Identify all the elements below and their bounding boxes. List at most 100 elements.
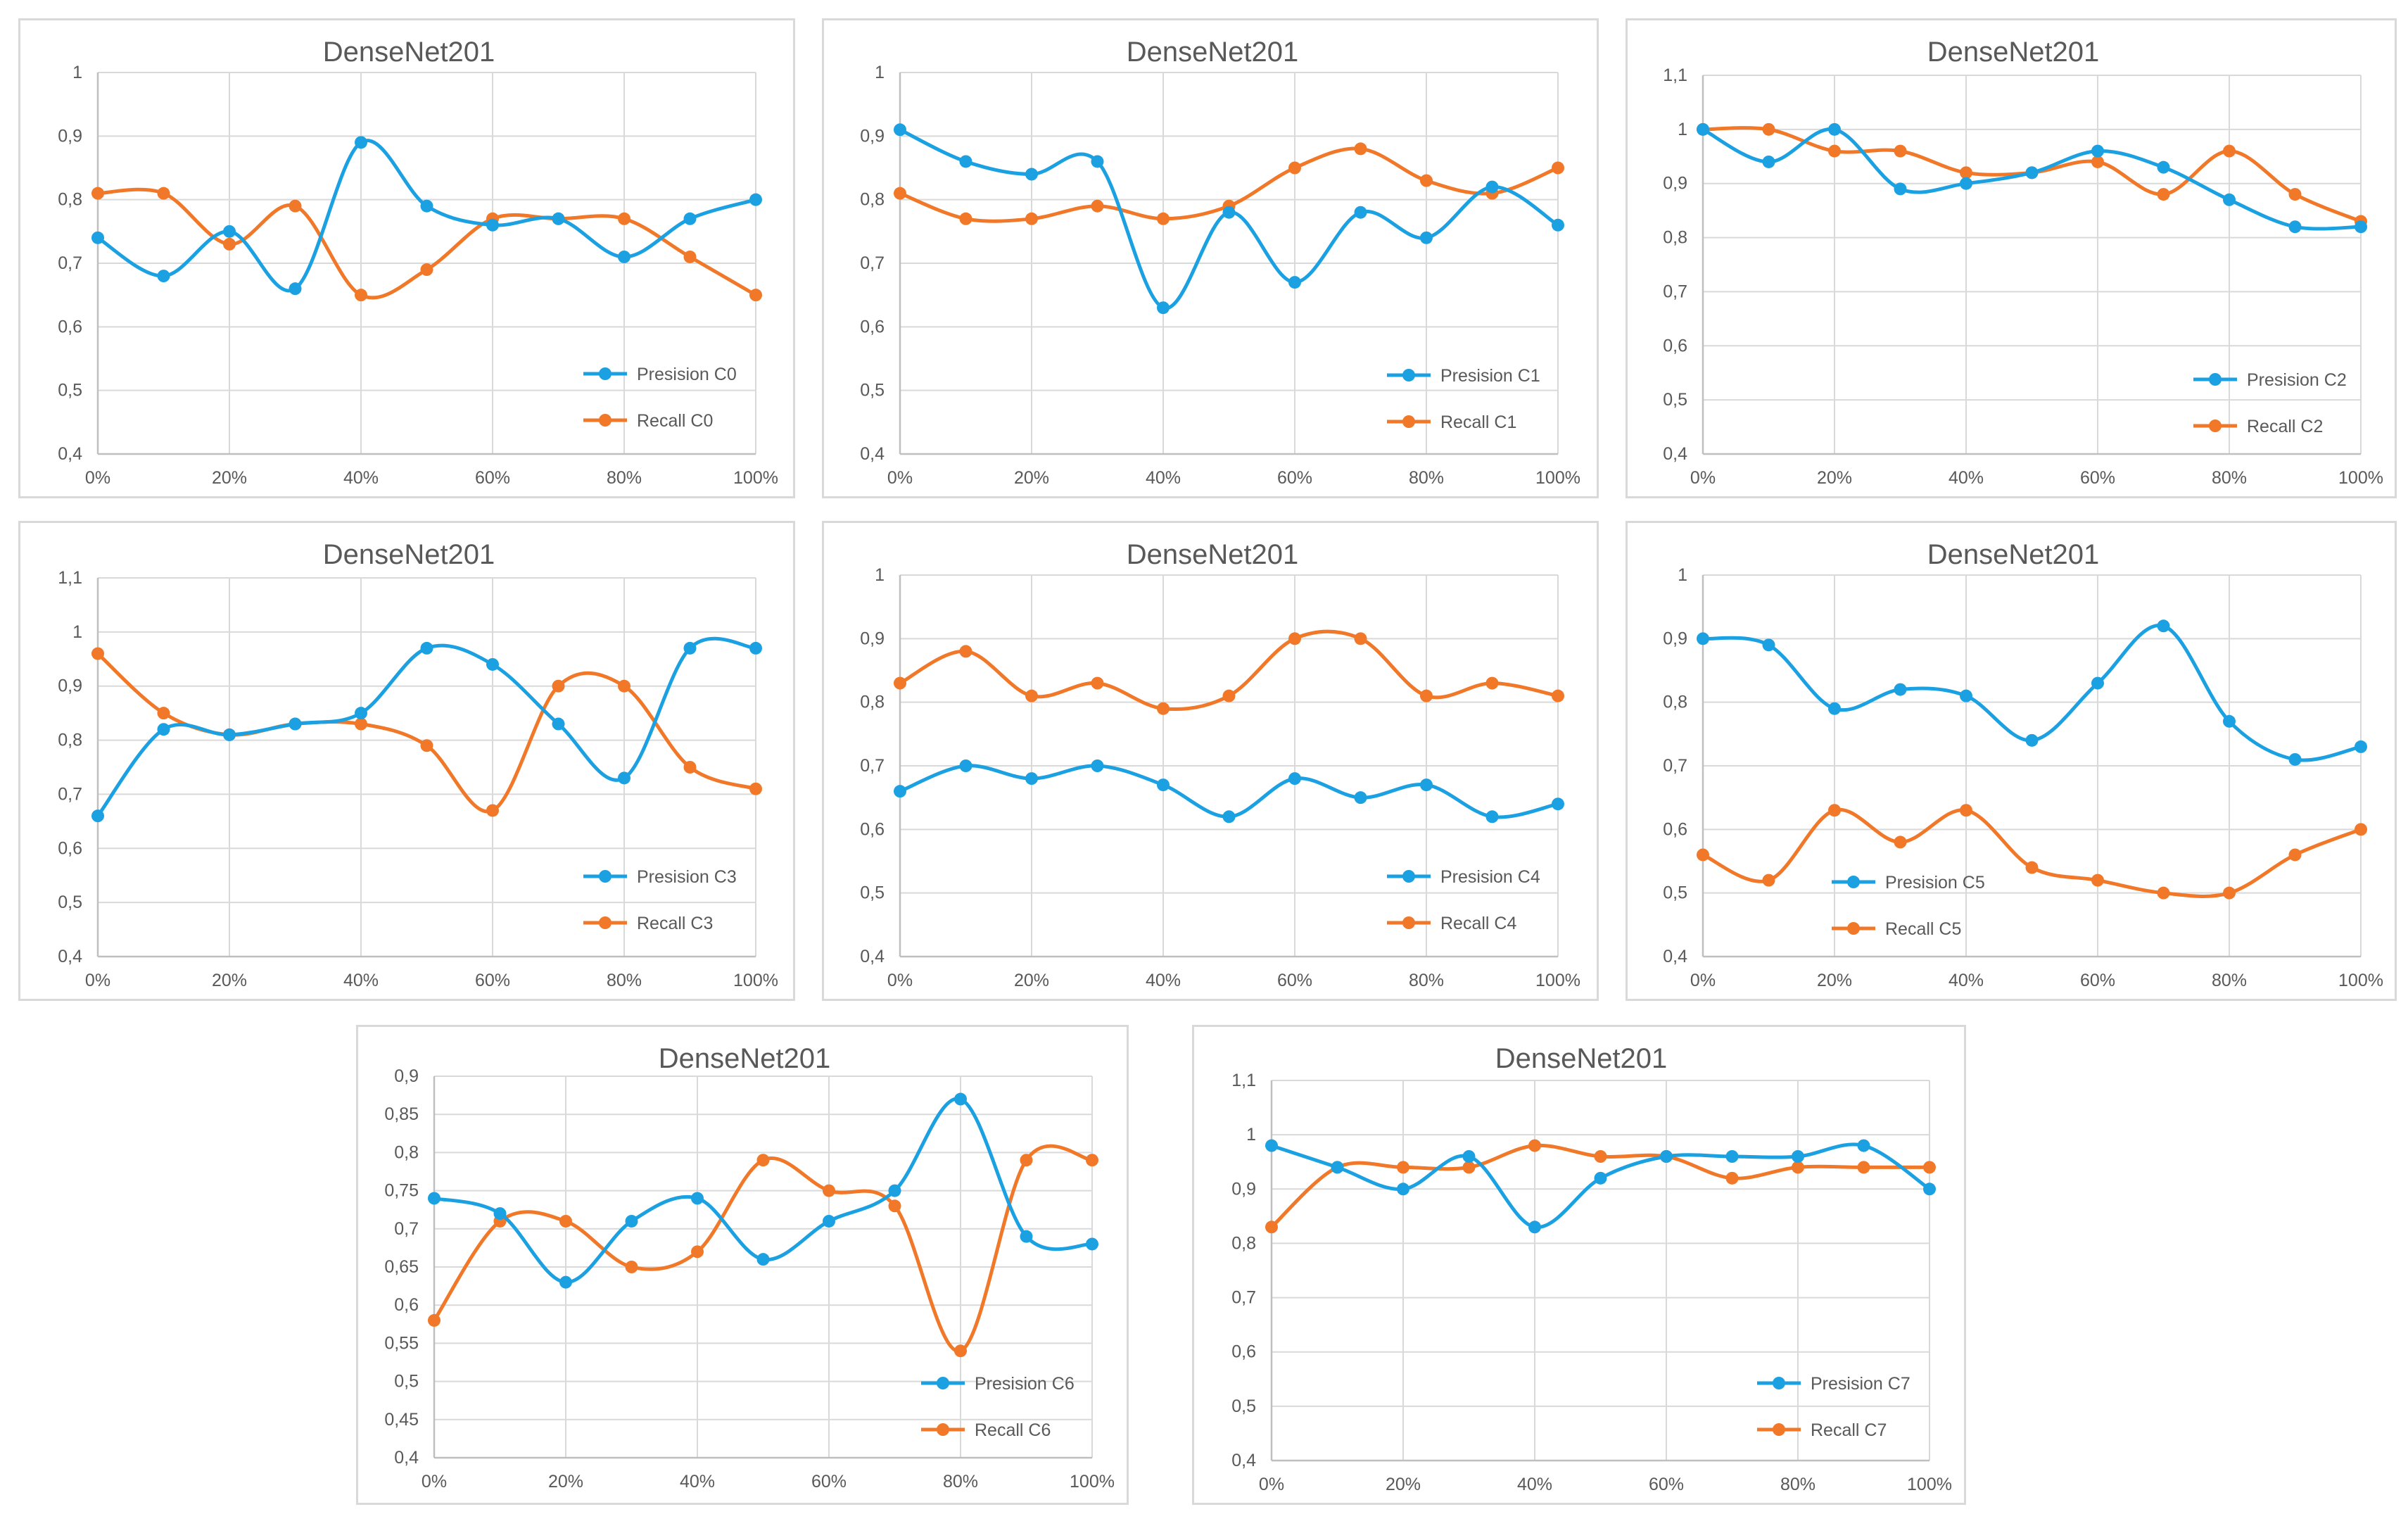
y-tick-label: 0,4 bbox=[860, 947, 885, 966]
precision-data-point bbox=[1857, 1139, 1870, 1152]
recall-series-line bbox=[1702, 807, 2362, 898]
x-tick-label: 60% bbox=[2080, 468, 2115, 488]
x-tick-label: 0% bbox=[85, 971, 110, 990]
chart-c6: DenseNet201 0,4 0,45 0,5 0,55 0,6 0,65 0,7 0,75 0… bbox=[384, 1043, 1115, 1492]
legend-recall-marker bbox=[1402, 415, 1415, 428]
legend-precision-label: Presision C1 bbox=[1440, 366, 1540, 386]
precision-data-point bbox=[1960, 689, 1972, 702]
recall-data-point bbox=[1828, 804, 1841, 817]
recall-data-point bbox=[1157, 702, 1170, 715]
x-tick-label: 0% bbox=[887, 971, 913, 990]
legend-precision-label: Presision C7 bbox=[1811, 1374, 1910, 1394]
recall-data-point bbox=[618, 679, 630, 693]
x-tick-label: 80% bbox=[1780, 1475, 1815, 1494]
precision-data-point bbox=[823, 1214, 835, 1228]
precision-data-point bbox=[420, 641, 433, 655]
x-tick-label: 100% bbox=[2338, 971, 2383, 990]
precision-data-point bbox=[289, 282, 302, 296]
x-tick-label: 40% bbox=[680, 1472, 715, 1492]
chart-title: DenseNet201 bbox=[1927, 37, 2100, 68]
precision-series-line bbox=[1271, 1142, 1931, 1229]
legend-recall-marker bbox=[937, 1423, 949, 1436]
x-tick-label: 60% bbox=[475, 468, 510, 488]
x-tick-label: 80% bbox=[1409, 971, 1444, 990]
chart-panel-c5: DenseNet201 0,4 0,5 0,6 0,7 0,8 0,9 1 0% 20% 40% 60… bbox=[1626, 521, 2397, 1001]
recall-data-point bbox=[1762, 122, 1775, 136]
x-tick-label: 60% bbox=[1277, 468, 1312, 488]
legend-recall-marker bbox=[1847, 922, 1860, 935]
y-tick-label: 0,5 bbox=[860, 883, 885, 903]
precision-data-point bbox=[1697, 122, 1709, 136]
recall-data-point bbox=[157, 187, 170, 200]
y-tick-label: 0,9 bbox=[58, 126, 82, 146]
x-tick-label: 0% bbox=[887, 468, 913, 488]
recall-series-line bbox=[96, 652, 756, 814]
precision-data-point bbox=[1397, 1183, 1409, 1196]
precision-data-point bbox=[1288, 276, 1301, 289]
precision-data-point bbox=[888, 1184, 901, 1197]
x-tick-label: 60% bbox=[1649, 1475, 1684, 1494]
chart-panel-c2: DenseNet201 0,4 0,5 0,6 0,7 0,8 0,9 1 1,1 0% 20% 40… bbox=[1626, 18, 2397, 498]
legend-recall-label: Recall C6 bbox=[975, 1420, 1051, 1440]
y-tick-label: 0,6 bbox=[58, 317, 82, 336]
chart-title: DenseNet201 bbox=[1127, 37, 1299, 68]
y-tick-label: 0,7 bbox=[860, 756, 885, 776]
recall-data-point bbox=[1397, 1161, 1409, 1174]
precision-data-point bbox=[1485, 810, 1499, 824]
legend-recall-marker bbox=[2209, 420, 2222, 432]
chart-c0: DenseNet201 0,4 0,5 0,6 0,7 0,8 0,9 1 0% 20% 40% 60… bbox=[58, 37, 778, 488]
precision-data-point bbox=[2288, 220, 2302, 234]
y-tick-label: 1,1 bbox=[1231, 1071, 1256, 1090]
precision-data-point bbox=[1660, 1150, 1673, 1163]
precision-data-point bbox=[1157, 301, 1170, 315]
precision-data-point bbox=[289, 717, 302, 731]
y-tick-label: 1 bbox=[875, 63, 885, 82]
y-tick-label: 0,4 bbox=[1231, 1451, 1256, 1470]
precision-data-point bbox=[355, 136, 367, 149]
precision-data-point bbox=[959, 155, 972, 168]
precision-data-point bbox=[355, 707, 367, 720]
y-tick-label: 0,7 bbox=[1231, 1288, 1256, 1308]
x-tick-label: 20% bbox=[1014, 468, 1049, 488]
recall-series-line bbox=[432, 1144, 1093, 1353]
precision-data-point bbox=[1025, 772, 1038, 786]
y-tick-label: 0,5 bbox=[58, 893, 82, 912]
recall-data-point bbox=[1025, 689, 1038, 702]
precision-data-point bbox=[749, 193, 762, 206]
legend-recall-marker bbox=[1773, 1423, 1785, 1436]
recall-data-point bbox=[1462, 1161, 1476, 1174]
recall-data-point bbox=[355, 289, 367, 302]
legend-recall-label: Recall C1 bbox=[1440, 412, 1516, 432]
recall-data-point bbox=[1086, 1154, 1098, 1167]
y-tick-label: 1 bbox=[72, 63, 82, 82]
recall-data-point bbox=[683, 761, 697, 774]
chart-title: DenseNet201 bbox=[1127, 539, 1299, 570]
recall-data-point bbox=[559, 1214, 572, 1228]
recall-data-point bbox=[749, 782, 762, 795]
legend-precision-label: Presision C4 bbox=[1440, 867, 1540, 887]
chart-c5: DenseNet201 0,4 0,5 0,6 0,7 0,8 0,9 1 0% 20% 40% 60… bbox=[1663, 539, 2383, 990]
chart-title: DenseNet201 bbox=[1495, 1043, 1668, 1074]
y-tick-label: 1 bbox=[1678, 120, 1687, 139]
x-tick-label: 20% bbox=[1386, 1475, 1421, 1494]
chart-title: DenseNet201 bbox=[1927, 539, 2100, 570]
chart-title: DenseNet201 bbox=[323, 37, 495, 68]
precision-series-line bbox=[433, 1097, 1093, 1285]
recall-data-point bbox=[2157, 188, 2170, 201]
y-tick-label: 0,4 bbox=[58, 444, 82, 464]
precision-data-point bbox=[552, 717, 565, 731]
precision-series-line bbox=[1702, 623, 2362, 762]
precision-data-point bbox=[1025, 168, 1038, 181]
precision-data-point bbox=[1697, 632, 1709, 645]
x-tick-label: 40% bbox=[343, 971, 379, 990]
recall-data-point bbox=[625, 1261, 638, 1273]
x-tick-label: 0% bbox=[1259, 1475, 1284, 1494]
recall-data-point bbox=[1354, 632, 1367, 645]
y-tick-label: 0,7 bbox=[394, 1219, 419, 1239]
recall-data-point bbox=[894, 187, 906, 200]
precision-data-point bbox=[1828, 122, 1841, 136]
precision-data-point bbox=[157, 270, 170, 283]
precision-data-point bbox=[1894, 182, 1907, 196]
recall-data-point bbox=[1697, 848, 1709, 862]
precision-data-point bbox=[1528, 1221, 1541, 1234]
